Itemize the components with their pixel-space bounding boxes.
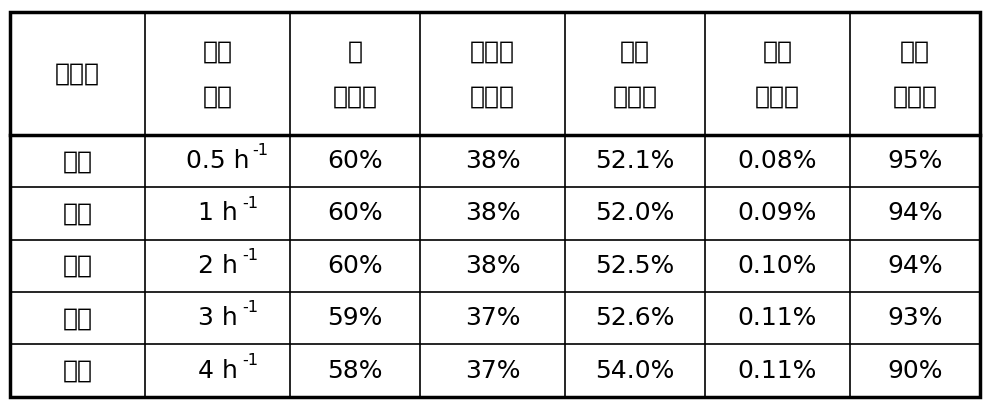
Text: -1: -1: [253, 144, 269, 158]
Text: 十四: 十四: [62, 306, 92, 330]
Text: 0.08%: 0.08%: [738, 149, 817, 173]
Text: 59%: 59%: [327, 306, 383, 330]
Text: 37%: 37%: [465, 359, 520, 382]
Text: 0.09%: 0.09%: [738, 202, 817, 225]
Text: 2 h: 2 h: [198, 254, 237, 278]
Text: 选择性: 选择性: [470, 84, 515, 108]
Text: 质量: 质量: [203, 39, 233, 63]
Text: 95%: 95%: [887, 149, 943, 173]
Text: 十五: 十五: [62, 359, 92, 382]
Text: 37%: 37%: [465, 306, 520, 330]
Text: 38%: 38%: [465, 254, 520, 278]
Text: -1: -1: [243, 301, 259, 315]
Text: 0.11%: 0.11%: [738, 306, 817, 330]
Text: 空速: 空速: [203, 84, 233, 108]
Text: 38%: 38%: [465, 202, 520, 225]
Text: 0.5 h: 0.5 h: [186, 149, 249, 173]
Text: -1: -1: [243, 248, 259, 263]
Text: 十一: 十一: [62, 149, 92, 173]
Text: 4 h: 4 h: [198, 359, 237, 382]
Text: 52.1%: 52.1%: [595, 149, 675, 173]
Text: 利用率: 利用率: [893, 84, 938, 108]
Text: 94%: 94%: [887, 254, 943, 278]
Text: 0.10%: 0.10%: [738, 254, 817, 278]
Text: 0.11%: 0.11%: [738, 359, 817, 382]
Text: 54.0%: 54.0%: [595, 359, 675, 382]
Text: 58%: 58%: [327, 359, 383, 382]
Text: 60%: 60%: [327, 149, 383, 173]
Text: 选择性: 选择性: [755, 84, 800, 108]
Text: 38%: 38%: [465, 149, 520, 173]
Text: 93%: 93%: [887, 306, 943, 330]
Text: 52.6%: 52.6%: [595, 306, 675, 330]
Text: 1 h: 1 h: [198, 202, 237, 225]
Text: 52.5%: 52.5%: [595, 254, 675, 278]
Text: -1: -1: [243, 353, 259, 368]
Text: 94%: 94%: [887, 202, 943, 225]
Text: 甲醇: 甲醇: [900, 39, 930, 63]
Text: 60%: 60%: [327, 202, 383, 225]
Text: 52.0%: 52.0%: [595, 202, 675, 225]
Text: 甲苯: 甲苯: [620, 39, 650, 63]
Text: 二甲苯: 二甲苯: [470, 39, 515, 63]
Text: 乙苯: 乙苯: [763, 39, 793, 63]
Text: 选择性: 选择性: [612, 84, 658, 108]
Text: 90%: 90%: [887, 359, 943, 382]
Text: 十三: 十三: [62, 254, 92, 278]
Text: 苯: 苯: [348, 39, 363, 63]
Text: 十二: 十二: [62, 202, 92, 225]
Text: 转化率: 转化率: [333, 84, 378, 108]
Text: 实施例: 实施例: [55, 62, 100, 85]
Text: 60%: 60%: [327, 254, 383, 278]
Text: -1: -1: [243, 196, 259, 211]
Text: 3 h: 3 h: [198, 306, 237, 330]
